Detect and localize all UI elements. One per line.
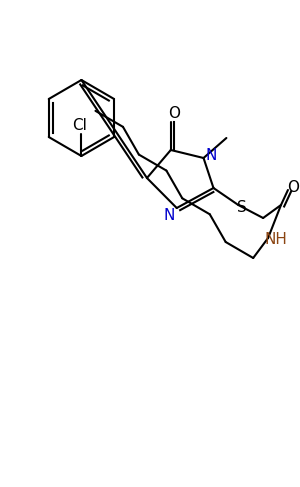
Text: O: O [287,180,299,194]
Text: N: N [163,208,175,224]
Text: Cl: Cl [72,118,87,133]
Text: N: N [206,148,217,163]
Text: O: O [168,107,180,121]
Text: NH: NH [265,232,287,247]
Text: S: S [237,200,247,214]
